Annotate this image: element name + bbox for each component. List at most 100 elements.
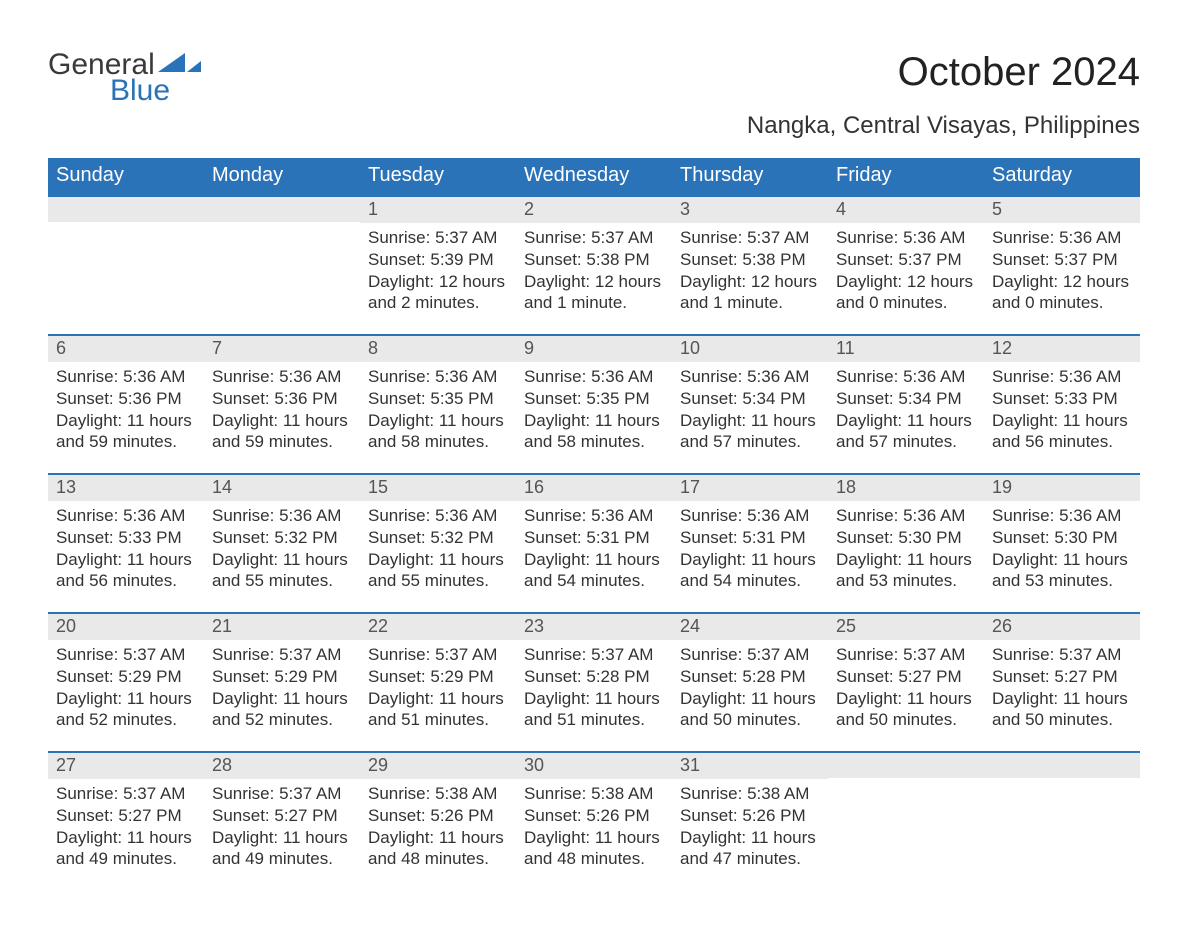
day-content: Sunrise: 5:37 AMSunset: 5:28 PMDaylight:… [672,640,828,731]
day-line: Sunset: 5:35 PM [524,388,664,410]
day-line: Sunset: 5:27 PM [56,805,196,827]
day-line: Daylight: 11 hours and 48 minutes. [524,827,664,871]
day-content: Sunrise: 5:38 AMSunset: 5:26 PMDaylight:… [672,779,828,870]
day-cell: 7Sunrise: 5:36 AMSunset: 5:36 PMDaylight… [204,336,360,473]
day-line: Sunrise: 5:36 AM [680,505,820,527]
day-content: Sunrise: 5:36 AMSunset: 5:35 PMDaylight:… [360,362,516,453]
day-number: 11 [828,336,984,362]
day-content: Sunrise: 5:37 AMSunset: 5:38 PMDaylight:… [516,223,672,314]
day-line: Sunrise: 5:36 AM [836,366,976,388]
day-line: Sunrise: 5:36 AM [992,227,1132,249]
weekday-header: Tuesday [360,158,516,195]
day-line: Sunset: 5:28 PM [680,666,820,688]
day-line: Sunset: 5:34 PM [836,388,976,410]
day-line: Sunset: 5:29 PM [368,666,508,688]
day-line: Sunset: 5:38 PM [680,249,820,271]
day-line: Sunrise: 5:37 AM [368,227,508,249]
day-cell [984,753,1140,890]
day-content: Sunrise: 5:37 AMSunset: 5:27 PMDaylight:… [204,779,360,870]
day-cell: 21Sunrise: 5:37 AMSunset: 5:29 PMDayligh… [204,614,360,751]
day-line: Sunrise: 5:36 AM [680,366,820,388]
day-line: Daylight: 11 hours and 53 minutes. [992,549,1132,593]
day-cell: 11 Sunrise: 5:36 AMSunset: 5:34 PMDayligh… [828,336,984,473]
day-number: 30 [516,753,672,779]
day-line: Daylight: 11 hours and 57 minutes. [680,410,820,454]
day-line: Sunrise: 5:36 AM [368,366,508,388]
day-line: Sunset: 5:27 PM [836,666,976,688]
weekday-header: Monday [204,158,360,195]
day-number: 22 [360,614,516,640]
day-cell: 30Sunrise: 5:38 AMSunset: 5:26 PMDayligh… [516,753,672,890]
day-cell: 15Sunrise: 5:36 AMSunset: 5:32 PMDayligh… [360,475,516,612]
day-cell: 31Sunrise: 5:38 AMSunset: 5:26 PMDayligh… [672,753,828,890]
day-line: Daylight: 11 hours and 58 minutes. [524,410,664,454]
day-line: Daylight: 11 hours and 50 minutes. [836,688,976,732]
day-line: Sunset: 5:30 PM [836,527,976,549]
day-line: Daylight: 11 hours and 55 minutes. [212,549,352,593]
day-cell: 22Sunrise: 5:37 AMSunset: 5:29 PMDayligh… [360,614,516,751]
weekday-header: Friday [828,158,984,195]
day-content: Sunrise: 5:37 AMSunset: 5:27 PMDaylight:… [828,640,984,731]
day-number: 25 [828,614,984,640]
day-number: 5 [984,197,1140,223]
day-line: Daylight: 11 hours and 50 minutes. [680,688,820,732]
location-subtitle: Nangka, Central Visayas, Philippines [48,112,1140,140]
day-content: Sunrise: 5:36 AMSunset: 5:35 PMDaylight:… [516,362,672,453]
day-line: Daylight: 11 hours and 57 minutes. [836,410,976,454]
day-cell: 8Sunrise: 5:36 AMSunset: 5:35 PMDaylight… [360,336,516,473]
day-line: Sunset: 5:29 PM [212,666,352,688]
day-line: Daylight: 12 hours and 0 minutes. [992,271,1132,315]
day-content: Sunrise: 5:36 AMSunset: 5:37 PMDaylight:… [828,223,984,314]
day-line: Sunrise: 5:37 AM [524,227,664,249]
day-line: Sunrise: 5:36 AM [992,505,1132,527]
day-line: Sunrise: 5:37 AM [680,227,820,249]
day-line: Sunrise: 5:37 AM [368,644,508,666]
calendar-week: 27Sunrise: 5:37 AMSunset: 5:27 PMDayligh… [48,751,1140,890]
day-cell: 10Sunrise: 5:36 AMSunset: 5:34 PMDayligh… [672,336,828,473]
day-content: Sunrise: 5:37 AMSunset: 5:38 PMDaylight:… [672,223,828,314]
day-line: Daylight: 11 hours and 49 minutes. [56,827,196,871]
page-title: October 2024 [898,50,1140,95]
day-cell: 13Sunrise: 5:36 AMSunset: 5:33 PMDayligh… [48,475,204,612]
day-line: Sunrise: 5:37 AM [212,644,352,666]
calendar-week: 1Sunrise: 5:37 AMSunset: 5:39 PMDaylight… [48,195,1140,334]
day-number: 27 [48,753,204,779]
day-content: Sunrise: 5:36 AMSunset: 5:36 PMDaylight:… [204,362,360,453]
day-number: 14 [204,475,360,501]
day-content: Sunrise: 5:37 AMSunset: 5:29 PMDaylight:… [48,640,204,731]
day-content: Sunrise: 5:37 AMSunset: 5:27 PMDaylight:… [984,640,1140,731]
day-line: Daylight: 11 hours and 47 minutes. [680,827,820,871]
calendar-week: 20Sunrise: 5:37 AMSunset: 5:29 PMDayligh… [48,612,1140,751]
day-number: 9 [516,336,672,362]
day-line: Daylight: 12 hours and 2 minutes. [368,271,508,315]
day-cell: 24Sunrise: 5:37 AMSunset: 5:28 PMDayligh… [672,614,828,751]
day-line: Daylight: 11 hours and 55 minutes. [368,549,508,593]
day-line: Sunset: 5:34 PM [680,388,820,410]
day-cell: 18Sunrise: 5:36 AMSunset: 5:30 PMDayligh… [828,475,984,612]
day-line: Daylight: 11 hours and 54 minutes. [680,549,820,593]
day-content: Sunrise: 5:37 AMSunset: 5:29 PMDaylight:… [360,640,516,731]
day-line: Sunset: 5:28 PM [524,666,664,688]
day-line: Sunset: 5:27 PM [212,805,352,827]
weekday-header-row: SundayMondayTuesdayWednesdayThursdayFrid… [48,158,1140,195]
day-line: Sunrise: 5:38 AM [524,783,664,805]
day-number: 3 [672,197,828,223]
calendar-week: 6Sunrise: 5:36 AMSunset: 5:36 PMDaylight… [48,334,1140,473]
day-line: Daylight: 12 hours and 0 minutes. [836,271,976,315]
day-cell: 20Sunrise: 5:37 AMSunset: 5:29 PMDayligh… [48,614,204,751]
day-cell: 4Sunrise: 5:36 AMSunset: 5:37 PMDaylight… [828,197,984,334]
day-content: Sunrise: 5:36 AMSunset: 5:33 PMDaylight:… [48,501,204,592]
day-cell: 6Sunrise: 5:36 AMSunset: 5:36 PMDaylight… [48,336,204,473]
day-line: Daylight: 11 hours and 59 minutes. [56,410,196,454]
calendar-week: 13Sunrise: 5:36 AMSunset: 5:33 PMDayligh… [48,473,1140,612]
day-line: Sunset: 5:32 PM [212,527,352,549]
day-line: Daylight: 11 hours and 53 minutes. [836,549,976,593]
day-line: Sunrise: 5:36 AM [836,227,976,249]
day-line: Sunrise: 5:36 AM [992,366,1132,388]
day-line: Sunrise: 5:36 AM [56,505,196,527]
calendar: SundayMondayTuesdayWednesdayThursdayFrid… [48,158,1140,890]
day-line: Sunrise: 5:37 AM [680,644,820,666]
day-line: Sunrise: 5:36 AM [524,366,664,388]
day-line: Sunset: 5:39 PM [368,249,508,271]
day-content: Sunrise: 5:37 AMSunset: 5:29 PMDaylight:… [204,640,360,731]
